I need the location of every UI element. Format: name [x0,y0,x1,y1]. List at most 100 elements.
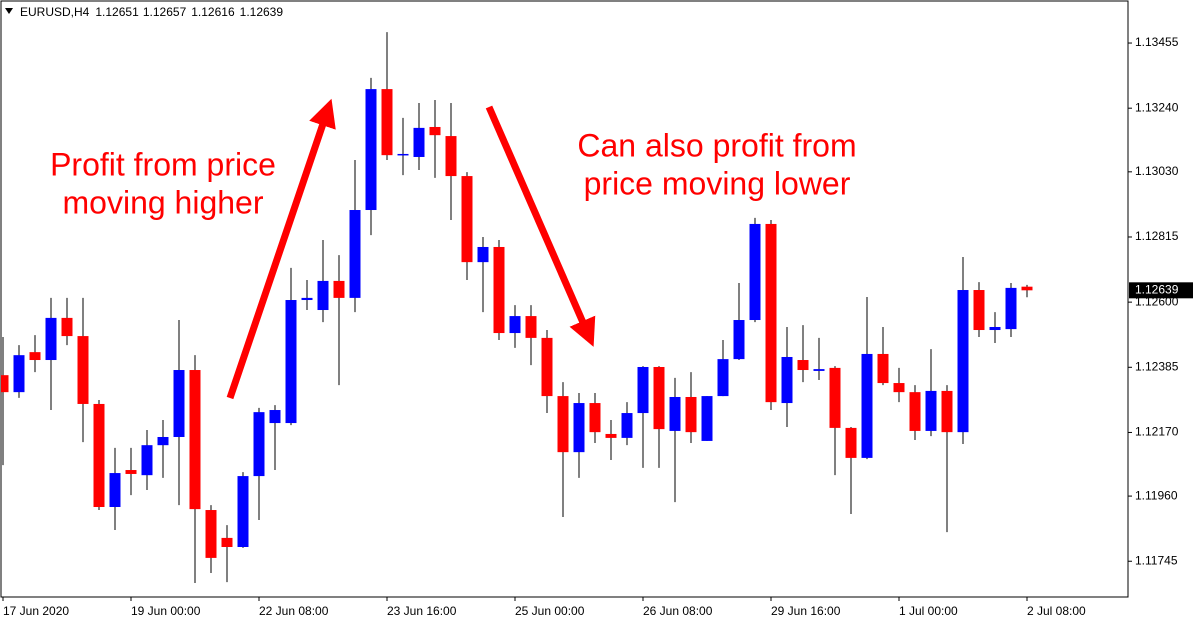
candle-body [669,396,681,431]
candle-body [829,367,841,428]
candle-body [653,366,665,430]
header-open: 1.12651 [95,5,139,19]
candle-body [205,510,217,558]
candle-body [269,410,281,424]
candle-body [733,320,745,360]
candle-body [621,413,633,438]
candle-body [925,390,937,431]
candle-body [445,136,457,177]
candle-body [93,403,105,507]
candle-body [781,356,793,404]
annotation: Profit from price [50,146,276,182]
candle-body [541,337,553,397]
annotation: price moving lower [584,165,851,201]
candle-body [237,476,249,547]
candle-body [141,445,153,476]
candle-body [957,290,969,433]
y-tick-label: 1.12385 [1135,359,1179,373]
x-tick-label: 23 Jun 16:00 [387,604,457,618]
price-marker [1129,282,1193,299]
candle-body [397,153,409,156]
candle-body [877,353,889,384]
candle-body [973,290,985,331]
candle-body [525,316,537,338]
candle-body [1,375,9,393]
candle-body [605,433,617,438]
plot-frame [0,0,1129,598]
candle-body [29,352,41,361]
candle-body [573,403,585,453]
candle-body [557,396,569,453]
chart-header: EURUSD,H4 1.12651 1.12657 1.12616 1.12639 [20,5,283,19]
candle-body [429,126,441,136]
candle-body [1021,286,1033,291]
header-low: 1.12616 [191,5,235,19]
candle-body [349,210,361,298]
candle-body [157,436,169,446]
candle-body [13,355,25,393]
price-marker-label: 1.12639 [1135,282,1179,296]
x-tick-label: 25 Jun 00:00 [515,604,585,618]
candle-body [717,359,729,397]
candle-body [637,366,649,414]
candle-body [365,89,377,211]
candle-body [893,383,905,393]
candle-body [253,412,265,477]
x-tick-label: 1 Jul 00:00 [899,604,958,618]
y-tick-label: 1.12815 [1135,229,1179,243]
candle-body [173,370,185,437]
candle-body [189,370,201,510]
candle-body [765,223,777,403]
candle-body [285,300,297,424]
candle-body [125,470,137,474]
x-tick-label: 22 Jun 08:00 [259,604,329,618]
candle-body [861,353,873,458]
candle-body [797,360,809,371]
candle-body [749,223,761,321]
candle-body [45,317,57,361]
arrow-up [226,98,336,400]
candle-body [909,392,921,431]
annotation: Can also profit from [577,127,856,163]
candle-body [461,176,473,263]
y-tick-label: 1.11745 [1135,553,1178,567]
candle-body [1005,287,1017,330]
candle-body [941,390,953,433]
x-tick-label: 2 Jul 08:00 [1027,604,1086,618]
x-tick-label: 29 Jun 16:00 [771,604,841,618]
annotation: moving higher [63,184,264,220]
x-tick-label: 26 Jun 08:00 [643,604,713,618]
candle-body [701,396,713,441]
candle-body [333,280,345,298]
candles [1,32,1033,584]
candle-body [413,127,425,157]
y-tick-label: 1.12170 [1135,425,1179,439]
menu-triangle [5,8,13,14]
y-tick-label: 1.13455 [1135,35,1179,49]
header-high: 1.12657 [143,5,187,19]
candle-body [685,396,697,433]
candle-body [477,246,489,263]
candle-body [221,537,233,547]
candle-body [589,403,601,433]
candle-body [813,369,825,371]
arrow-down [485,105,596,347]
header-close: 1.12639 [240,5,284,19]
candle-body [845,427,857,458]
x-tick-label: 17 Jun 2020 [3,604,69,618]
candle-body [109,473,121,507]
y-tick-label: 1.13030 [1135,164,1179,178]
candle-body [493,246,505,334]
symbol: EURUSD,H4 [20,5,90,19]
candle-body [381,89,393,156]
candle-body [61,317,73,337]
y-tick-label: 1.11960 [1135,488,1178,502]
candle-body [989,326,1001,331]
x-tick-label: 19 Jun 00:00 [131,604,201,618]
candle-body [77,336,89,404]
candle-body [509,316,521,334]
candle-body [317,280,329,311]
candle-body [301,297,313,301]
